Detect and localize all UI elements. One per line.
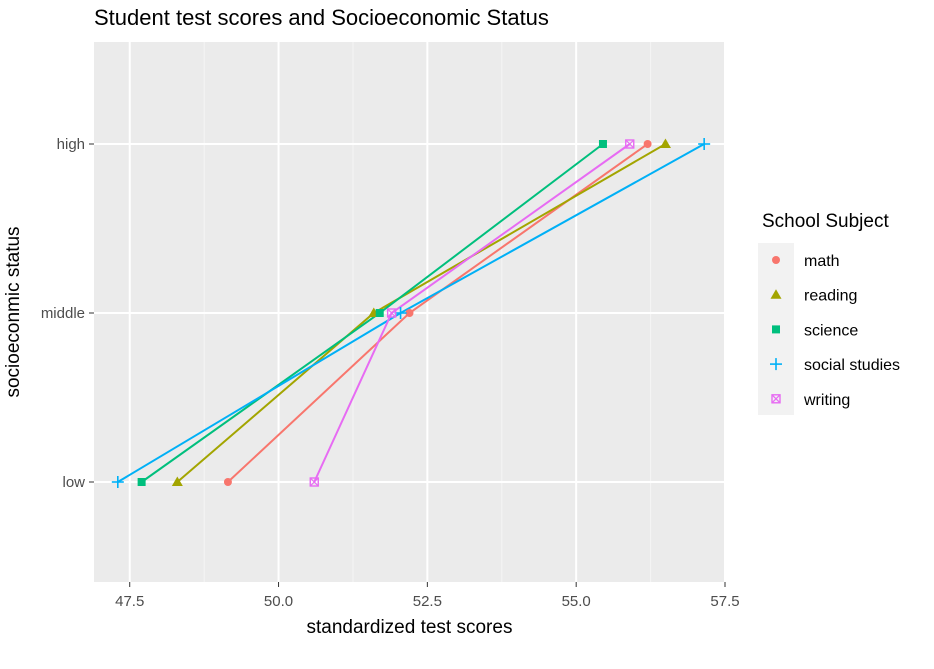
data-point-writing-middle <box>386 308 397 318</box>
data-point-reading-high <box>659 138 671 148</box>
x-tick-label: 47.5 <box>115 593 144 610</box>
data-point-math-low <box>223 478 232 486</box>
legend-label-social-studies: social studies <box>804 357 900 374</box>
x-axis-title: standardized test scores <box>307 617 513 638</box>
data-point-math-middle <box>405 309 414 317</box>
x-tick-label: 55.0 <box>562 593 591 610</box>
legend-key-writing <box>771 394 781 404</box>
legend-label-reading: reading <box>804 288 857 305</box>
data-point-science-high <box>598 140 607 148</box>
y-tick-label: high <box>57 136 85 153</box>
x-tick-label: 52.5 <box>413 593 442 610</box>
data-point-reading-low <box>171 476 183 486</box>
legend-title: School Subject <box>762 211 889 232</box>
x-tick-label: 50.0 <box>264 593 293 610</box>
x-tick-label: 57.5 <box>710 593 739 610</box>
data-point-science-low <box>137 478 146 486</box>
legend-key-math <box>772 256 780 264</box>
legend: School Subject math reading science social … <box>758 211 900 415</box>
y-tick-label: middle <box>41 305 85 322</box>
legend-key-social-studies <box>770 358 782 371</box>
series-points <box>111 138 711 488</box>
legend-label-math: math <box>804 253 840 270</box>
data-point-social-studies-middle <box>394 307 407 319</box>
legend-key-science <box>772 325 780 334</box>
data-point-social-studies-high <box>698 138 711 150</box>
data-point-writing-low <box>309 477 319 487</box>
data-point-social-studies-low <box>111 476 124 488</box>
legend-items: math reading science social studies writing <box>770 253 900 409</box>
legend-label-writing: writing <box>803 392 850 409</box>
legend-label-science: science <box>804 322 858 339</box>
legend-key-reading <box>770 289 782 299</box>
data-point-writing-high <box>625 139 635 149</box>
y-axis-title: socioeconmic status <box>3 226 24 397</box>
y-axis: low middle high <box>41 136 94 491</box>
chart-title: Student test scores and Socioeconomic St… <box>94 5 549 30</box>
y-tick-label: low <box>62 474 85 491</box>
data-point-math-high <box>643 140 652 148</box>
data-point-science-middle <box>375 309 384 317</box>
x-axis: 47.5 50.0 52.5 55.0 57.5 <box>115 582 740 610</box>
